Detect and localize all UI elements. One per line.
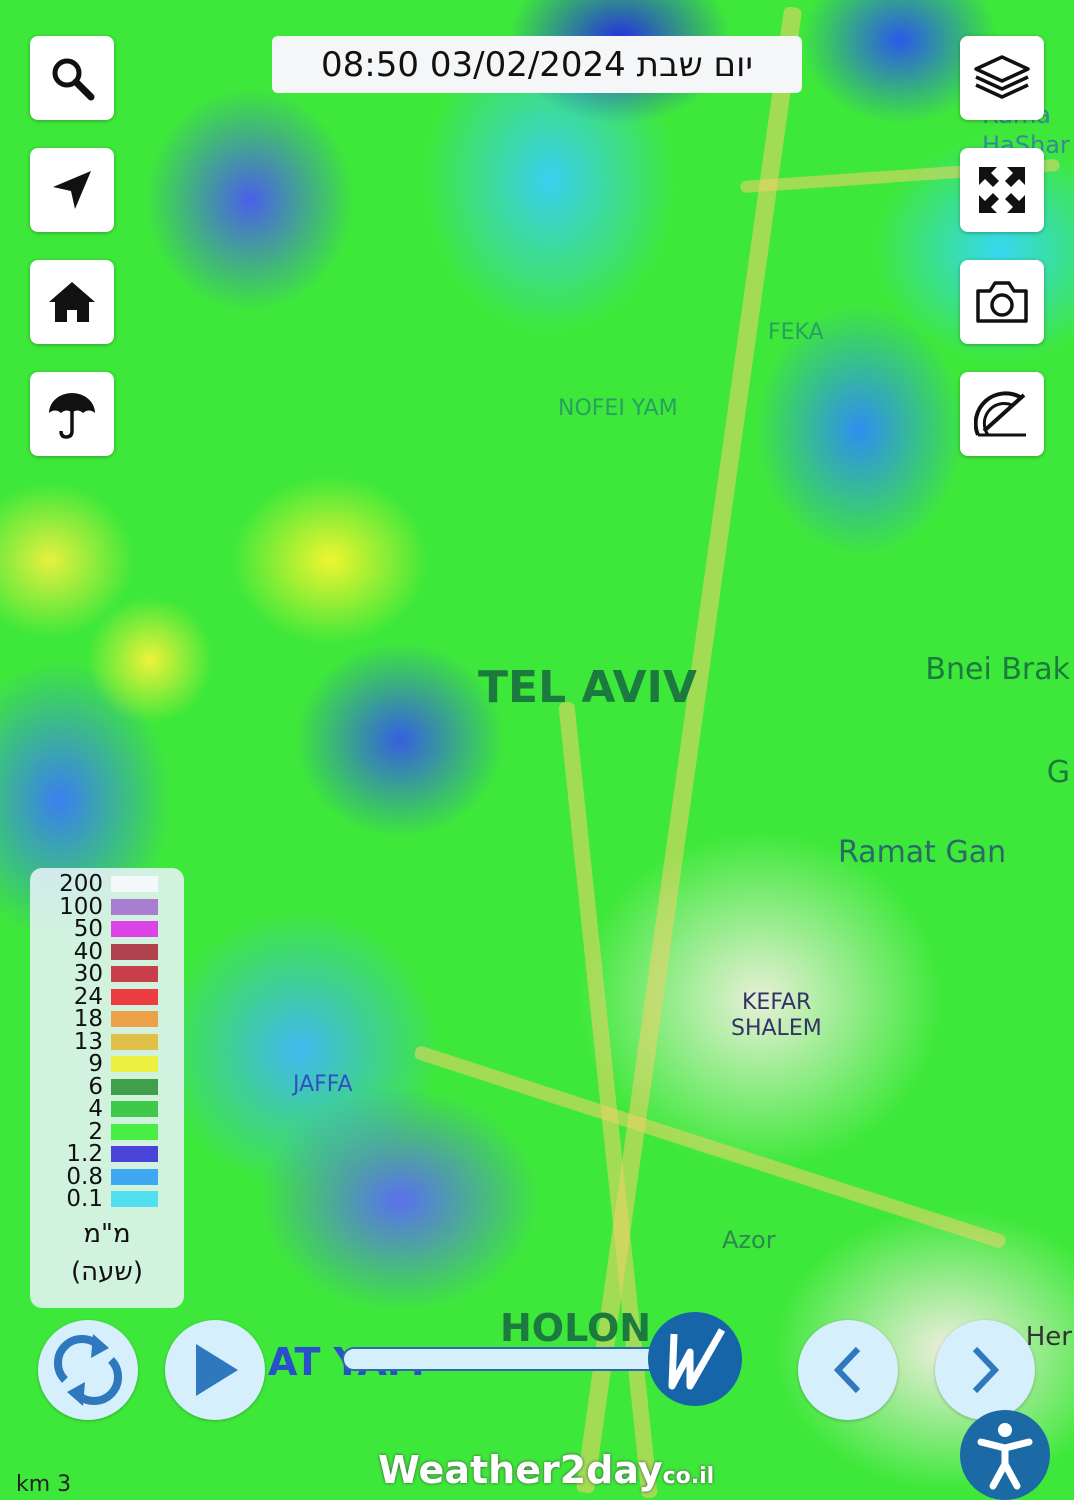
legend-item: 2 — [30, 1118, 184, 1145]
next-button[interactable] — [935, 1320, 1035, 1420]
legend-swatch — [111, 1011, 158, 1028]
legend-value: 9 — [88, 1051, 103, 1078]
weather2day-logo-icon — [668, 1328, 726, 1390]
location-arrow-icon — [53, 171, 91, 209]
legend-value: 0.8 — [66, 1163, 103, 1190]
refresh-icon — [53, 1334, 123, 1406]
brand-name: Weather2day — [378, 1448, 663, 1492]
play-button[interactable] — [165, 1320, 265, 1420]
legend-item: 1.2 — [30, 1143, 184, 1166]
legend-swatch — [111, 876, 158, 893]
legend-item: 18 — [30, 1008, 184, 1031]
legend-item: 200 — [30, 873, 184, 896]
map-label: G — [1046, 755, 1070, 790]
map-label: NOFEI YAM — [558, 396, 678, 421]
chevron-right-icon — [972, 1346, 1000, 1394]
legend-value: 1.2 — [66, 1141, 103, 1168]
legend-item: 30 — [30, 963, 184, 986]
precipitation-legend: 200 100 50 40 30 24 18 13 9 6 4 2 1.2 0.8 0.1 מ"מ (שעה… — [30, 868, 184, 1308]
legend-swatch — [111, 1146, 158, 1163]
legend-value: 6 — [88, 1073, 103, 1100]
legend-value: 4 — [88, 1096, 103, 1123]
road — [575, 6, 803, 1494]
legend-item: 0.1 — [30, 1188, 184, 1211]
fullscreen-button[interactable] — [960, 148, 1044, 232]
map-label: JAFFA — [293, 1072, 353, 1097]
legend-value: 13 — [73, 1028, 103, 1055]
home-button[interactable] — [30, 260, 114, 344]
legend-item: 13 — [30, 1028, 184, 1055]
home-icon — [49, 282, 95, 322]
legend-swatch — [111, 1078, 158, 1095]
layers-button[interactable] — [960, 36, 1044, 120]
search-icon — [52, 58, 95, 101]
accessibility-icon — [977, 1423, 1033, 1490]
ruler-protractor-icon — [974, 391, 1026, 437]
previous-button[interactable] — [798, 1320, 898, 1420]
legend-swatch — [111, 1056, 158, 1073]
legend-value: 200 — [59, 871, 103, 898]
road — [413, 1044, 1007, 1250]
timeline-slider[interactable] — [342, 1347, 672, 1371]
precipitation-button[interactable] — [30, 372, 114, 456]
legend-unit: מ"מ — [83, 1218, 131, 1249]
map-label: Bnei Brak — [925, 652, 1070, 687]
map-label: FEKA — [768, 320, 824, 345]
layers-icon — [974, 55, 1030, 99]
camera-icon — [976, 281, 1028, 323]
map-label: Her — [1025, 1322, 1072, 1352]
locate-button[interactable] — [30, 148, 114, 232]
legend-swatch — [111, 898, 158, 915]
legend-swatch — [111, 1101, 158, 1118]
legend-item: 9 — [30, 1053, 184, 1076]
legend-value: 100 — [59, 893, 103, 920]
legend-value: 0.1 — [66, 1186, 103, 1213]
map-label: SHALEM — [731, 1016, 822, 1041]
legend-swatch — [111, 966, 158, 983]
map-label: KEFAR — [742, 990, 812, 1015]
map-label: TEL AVIV — [478, 662, 697, 713]
legend-value: 18 — [73, 1006, 103, 1033]
legend-item: 24 — [30, 983, 184, 1010]
legend-value: 30 — [73, 961, 103, 988]
legend-swatch — [111, 1033, 158, 1050]
play-icon — [196, 1344, 238, 1396]
map-scale: km 3 — [16, 1472, 72, 1497]
search-button[interactable] — [30, 36, 114, 120]
fullscreen-icon — [979, 167, 1025, 213]
legend-swatch — [111, 1123, 158, 1140]
map-label: Ramat Gan — [838, 835, 1007, 870]
legend-item: 0.8 — [30, 1163, 184, 1190]
legend-item: 100 — [30, 893, 184, 920]
legend-item: 4 — [30, 1098, 184, 1121]
legend-item: 40 — [30, 938, 184, 965]
refresh-button[interactable] — [38, 1320, 138, 1420]
legend-swatch — [111, 921, 158, 938]
map-label: HOLON — [500, 1306, 652, 1350]
legend-item: 50 — [30, 918, 184, 941]
legend-swatch — [111, 988, 158, 1005]
screenshot-button[interactable] — [960, 260, 1044, 344]
map-label: Azor — [722, 1226, 776, 1254]
measure-button[interactable] — [960, 372, 1044, 456]
accessibility-button[interactable] — [960, 1410, 1050, 1500]
timeline-slider-thumb[interactable] — [648, 1312, 742, 1406]
datetime-display: יום שבת 03/02/2024 08:50 — [272, 36, 802, 93]
legend-value: 24 — [73, 983, 103, 1010]
umbrella-icon — [49, 393, 95, 439]
legend-swatch — [111, 1168, 158, 1185]
brand-logo: Weather2dayco.il — [378, 1448, 714, 1492]
legend-unit-period: (שעה) — [71, 1256, 143, 1287]
brand-tld: co.il — [662, 1464, 715, 1489]
legend-value: 40 — [73, 938, 103, 965]
legend-swatch — [111, 1191, 158, 1208]
legend-item: 6 — [30, 1073, 184, 1100]
legend-value: 2 — [88, 1118, 103, 1145]
legend-value: 50 — [73, 916, 103, 943]
chevron-left-icon — [833, 1346, 861, 1394]
legend-swatch — [111, 943, 158, 960]
